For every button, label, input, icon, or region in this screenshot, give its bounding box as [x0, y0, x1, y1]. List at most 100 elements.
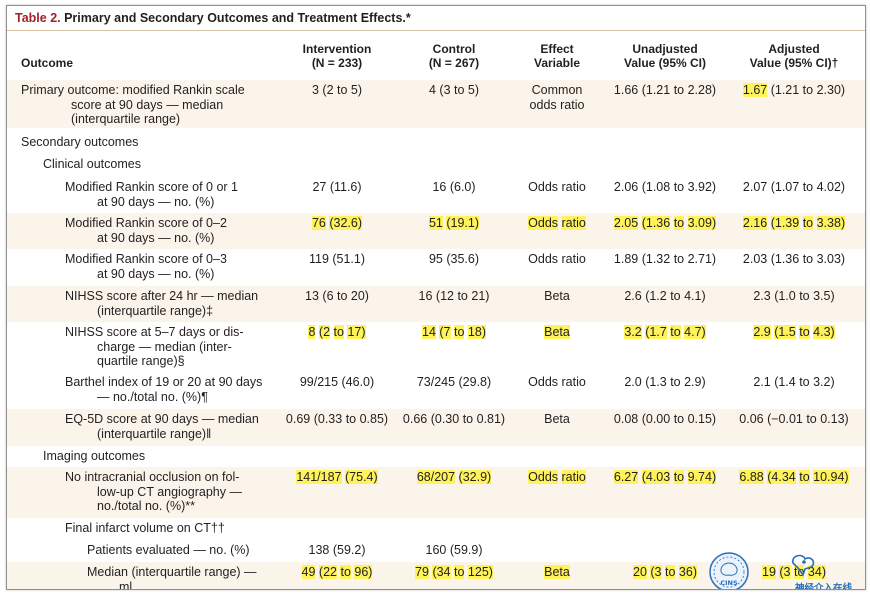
outcome-label: Modified Rankin score of 0 or 1 at 90 day… [65, 180, 238, 209]
unadjusted-cell: 1.89 (1.32 to 2.71) [613, 252, 717, 266]
highlighted-token: (22 [318, 565, 337, 579]
effect-variable-cell: Odds ratio [512, 375, 602, 390]
effect-variable-cell: Beta [512, 565, 602, 580]
unadjusted-cell: 1.66 (1.21 to 2.28) [613, 83, 717, 97]
highlighted-token: 2.05 [613, 216, 639, 230]
table-row: No intracranial occlusion on fol-low-up … [7, 467, 865, 518]
highlighted-token: 19 [762, 565, 776, 579]
highlighted-token: 34) [807, 565, 826, 579]
table-row: Secondary outcomes [7, 132, 865, 154]
intervention-cell: 27 (11.6) [312, 180, 362, 194]
intervention-cell: 49 (22 to 96) [285, 565, 389, 580]
outcome-line: at 90 days — no. (%) [97, 230, 215, 245]
table-title-bar: Table 2. Primary and Secondary Outcomes … [7, 6, 865, 31]
highlighted-token: Odds [528, 216, 559, 230]
effect-variable-cell: Odds ratio [512, 252, 602, 267]
table-row: Primary outcome: modified Rankin scale sc… [7, 80, 865, 128]
highlighted-token: Odds [528, 470, 559, 484]
highlighted-token: 20 [633, 565, 647, 579]
intervention-cell: 8 (2 to 17) [285, 325, 389, 340]
highlighted-token: 8 [308, 325, 316, 339]
intervention-cell: 0.69 (0.33 to 0.85) [285, 412, 389, 426]
table-figure: Table 2. Primary and Secondary Outcomes … [6, 5, 866, 590]
outcome-line: quartile range)§ [97, 354, 185, 368]
intervention-cell: 13 (6 to 20) [305, 289, 369, 303]
outcome-line: score at 90 days — median [71, 97, 224, 112]
adjusted-cell: 1.67 (1.21 to 2.30) [729, 83, 859, 98]
effect-line: Common [531, 83, 583, 97]
effect-line: Odds ratio [528, 252, 586, 266]
effect-line: Beta [544, 412, 570, 426]
highlighted-token: to [673, 470, 685, 484]
effect-variable-cell: Beta [512, 289, 602, 304]
outcome-label: No intracranial occlusion on fol-low-up … [65, 470, 242, 514]
effect-variable-cell: Beta [512, 325, 602, 340]
highlighted-token: 10.94) [813, 470, 849, 484]
effect-variable-cell: Odds ratio [512, 216, 602, 231]
outcome-line: Clinical outcomes [43, 157, 141, 171]
outcome-label: Patients evaluated — no. (%) [87, 543, 250, 558]
intervention-cell: 99/215 (46.0) [299, 375, 375, 389]
outcome-line: at 90 days — no. (%) [97, 194, 215, 209]
outcome-line: Secondary outcomes [21, 135, 139, 149]
unadjusted-cell: 3.2 (1.7 to 4.7) [605, 325, 725, 340]
effect-line: odds ratio [529, 97, 585, 112]
highlighted-token: (7 [439, 325, 451, 339]
highlighted-token: 17) [347, 325, 366, 339]
highlighted-token: 2.16 [742, 216, 768, 230]
highlighted-token: 36) [678, 565, 697, 579]
highlighted-token: 51 [428, 216, 443, 230]
highlighted-token: to [454, 325, 465, 339]
outcome-label: Primary outcome: modified Rankin scale sc… [21, 83, 245, 127]
outcome-label: Modified Rankin score of 0–2 at 90 days —… [65, 216, 227, 245]
highlighted-token: (1.5 [774, 325, 796, 339]
highlighted-token: (4.03 [641, 470, 671, 484]
watermark-brand-text: 神经介入在线 [795, 582, 853, 590]
effect-variable-cell: Common odds ratio [512, 83, 602, 112]
outcome-line: (interquartile range)‖ [97, 426, 212, 441]
effect-variable-cell: Beta [512, 412, 602, 427]
unadjusted-cell: 6.27 (4.03 to 9.74) [605, 470, 725, 485]
unadjusted-cell: 2.0 (1.3 to 2.9) [624, 375, 706, 389]
control-cell: 51 (19.1) [402, 216, 506, 231]
outcome-label: Median (interquartile range) — ml [87, 565, 257, 589]
table-title: Table 2. Primary and Secondary Outcomes … [15, 11, 411, 25]
highlighted-token: Beta [544, 565, 570, 579]
highlighted-token: to [673, 216, 685, 230]
adjusted-cell: 2.3 (1.0 to 3.5) [753, 289, 835, 303]
outcome-label: NIHSS score after 24 hr — median (interqu… [65, 289, 258, 318]
effect-line: Odds ratio [528, 375, 586, 389]
outcome-line: no./total no. (%)** [97, 499, 195, 513]
highlighted-token: (3 [779, 565, 791, 579]
effect-line: Beta [544, 289, 570, 303]
table-row: Barthel index of 19 or 20 at 90 days — no… [7, 372, 865, 409]
outcome-line: Final infarct volume on CT†† [65, 521, 225, 535]
highlighted-token: (3 [650, 565, 662, 579]
table-row: Patients evaluated — no. (%) 138 (59.2) 16… [7, 540, 865, 562]
table-row: Final infarct volume on CT†† [7, 518, 865, 540]
watermark-logo: CINS 神经介入在线 [707, 549, 865, 590]
table-caption: Primary and Secondary Outcomes and Treat… [60, 11, 411, 25]
outcome-line: Median (interquartile range) — [87, 565, 257, 579]
effect-line: Beta [512, 325, 602, 340]
highlighted-token: 2.9 [753, 325, 771, 339]
outcome-line: — no./total no. (%)¶ [97, 389, 208, 404]
adjusted-cell: 19 (3 to 34) [729, 565, 859, 580]
highlighted-token: 14 [422, 325, 436, 339]
table-row: Imaging outcomes [7, 446, 865, 467]
highlighted-token: 141/187 [296, 470, 342, 484]
control-cell: 16 (12 to 21) [418, 289, 490, 303]
outcome-line: low-up CT angiography — [97, 484, 242, 499]
highlighted-token: (32.9) [458, 470, 492, 484]
highlighted-token: to [340, 565, 351, 579]
highlighted-token: 68/207 [416, 470, 456, 484]
highlighted-token: 3.38) [816, 216, 846, 230]
outcome-line: NIHSS score at 5–7 days or dis- [65, 325, 244, 339]
highlighted-token: to [799, 470, 810, 484]
control-cell: 160 (59.9) [425, 543, 483, 557]
unadjusted-cell: 2.6 (1.2 to 4.1) [624, 289, 706, 303]
highlighted-token: 6.27 [613, 470, 639, 484]
outcome-line: charge — median (inter- [97, 339, 232, 354]
highlighted-token: (34 [432, 565, 451, 579]
table-row: Modified Rankin score of 0 or 1 at 90 day… [7, 177, 865, 213]
